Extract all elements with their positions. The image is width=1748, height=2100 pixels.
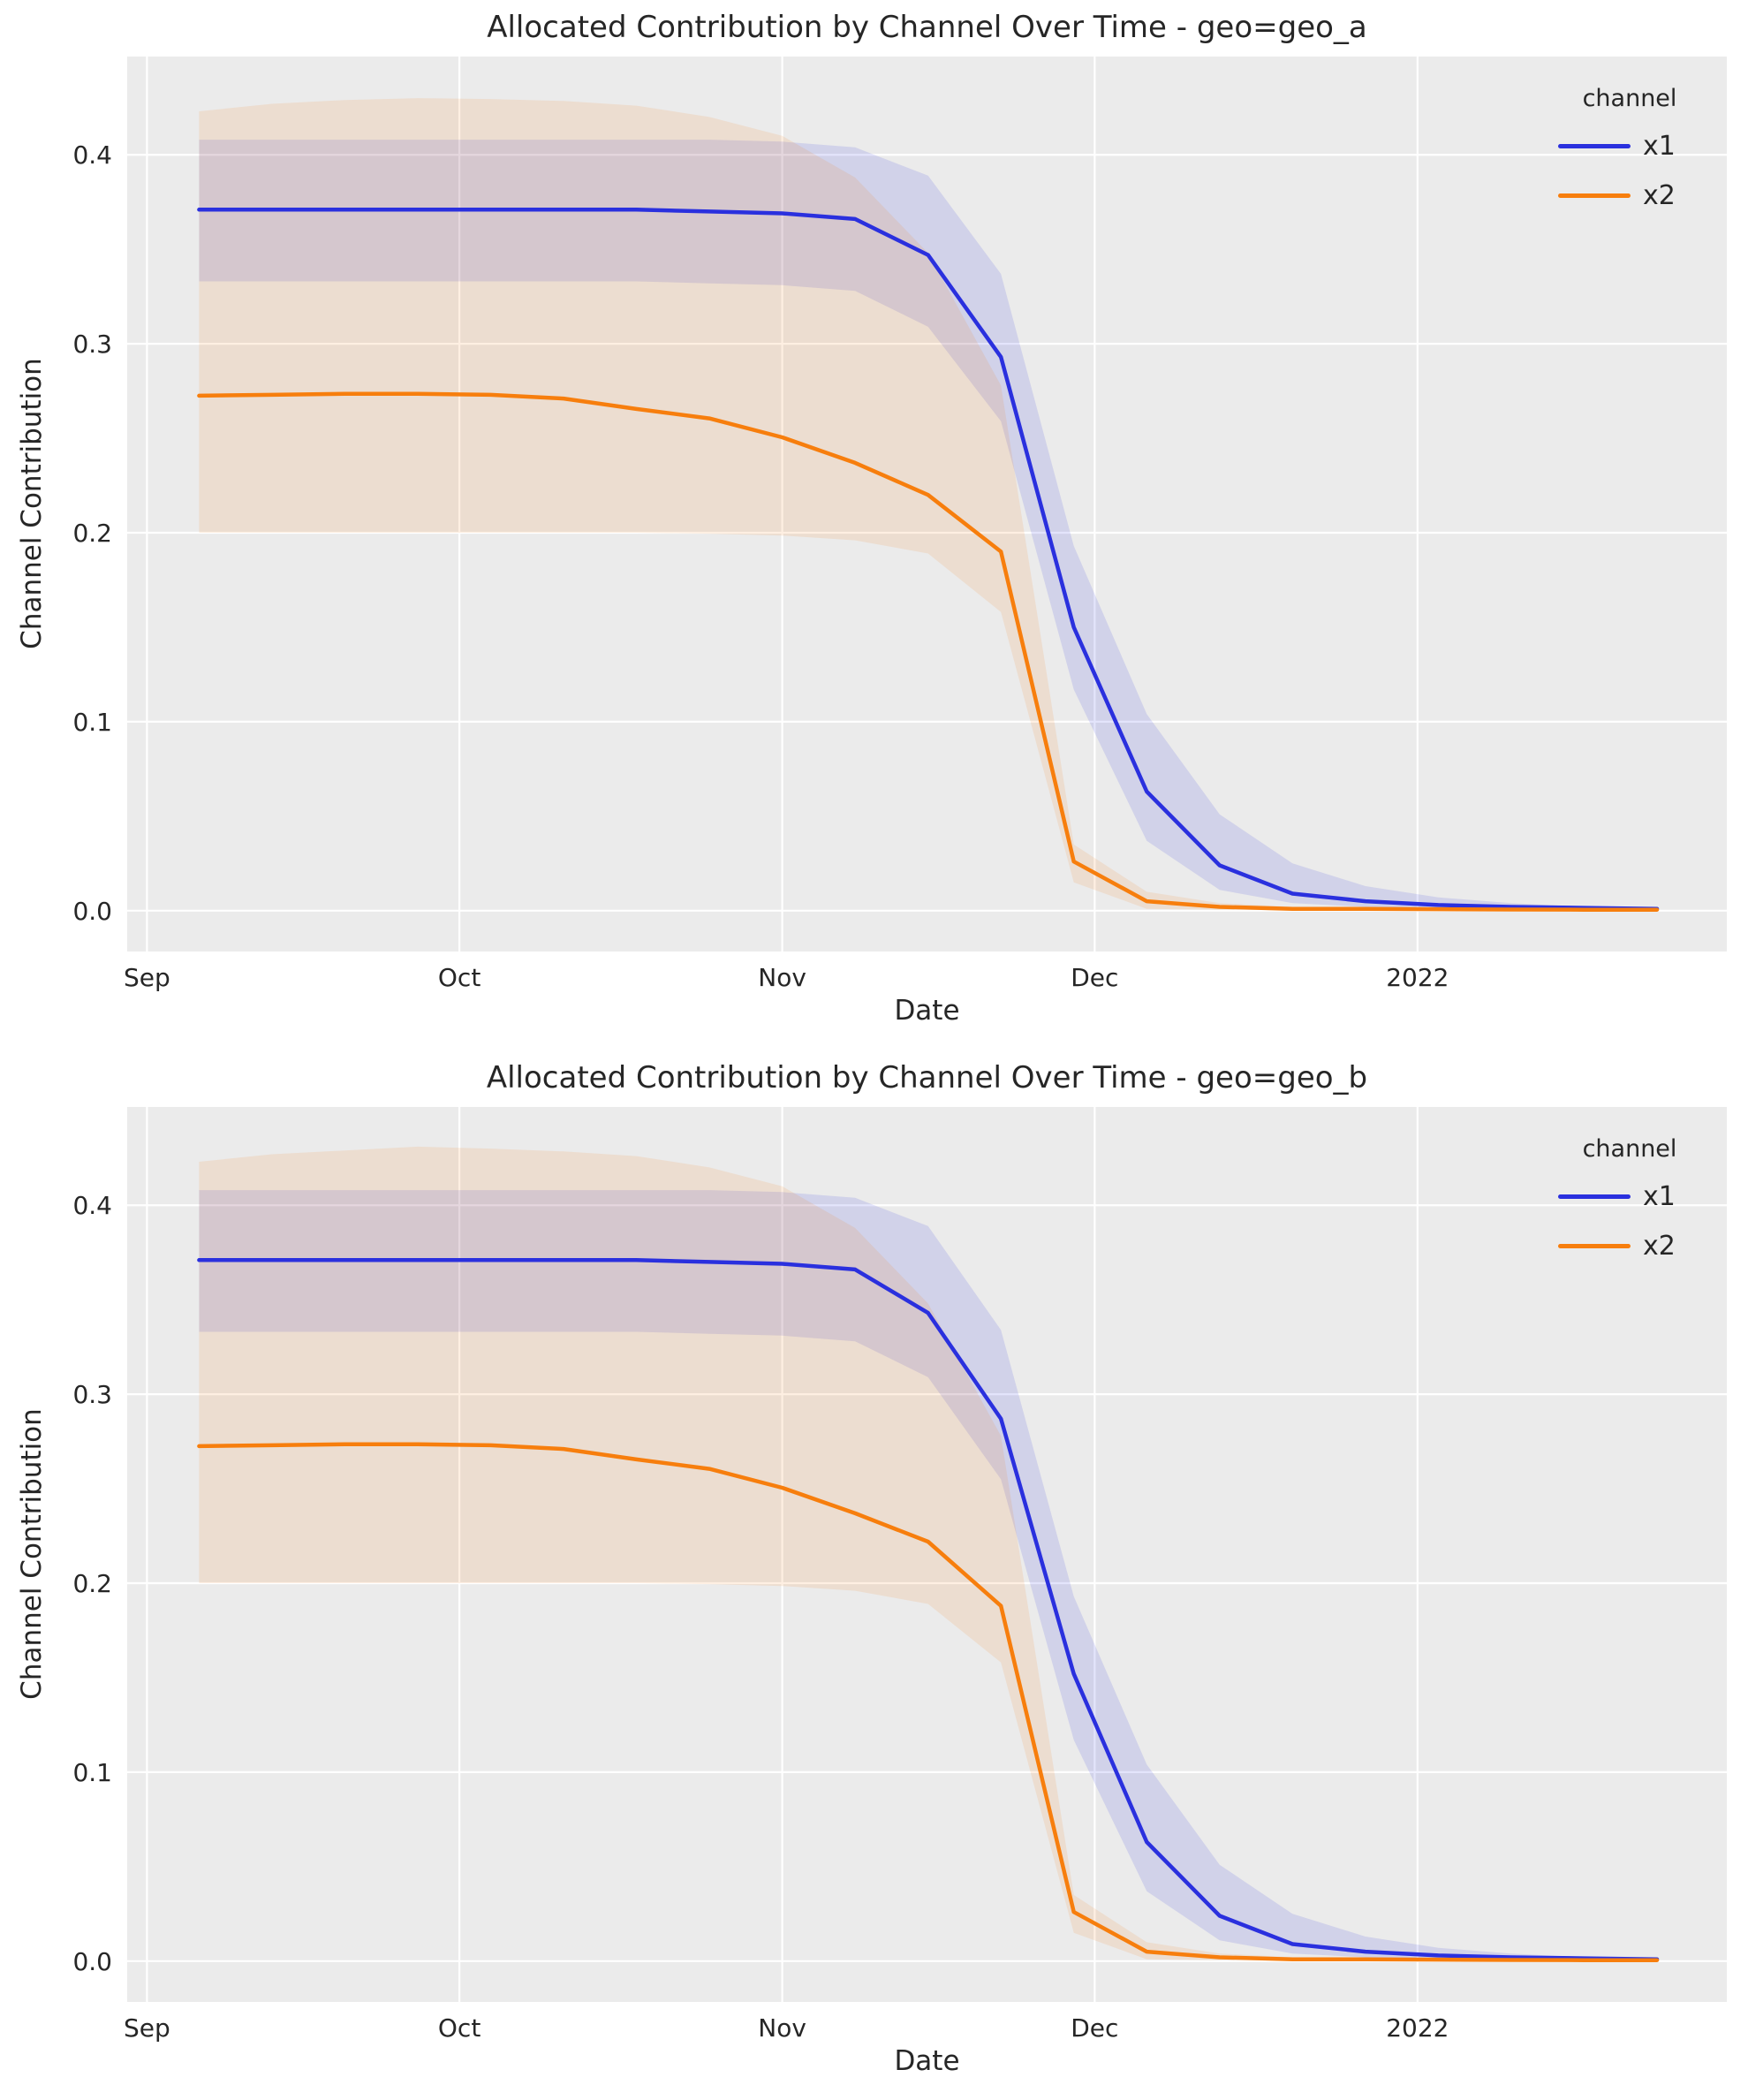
plot-background — [127, 57, 1727, 951]
x-tick-label: Nov — [758, 963, 806, 992]
series-line-x1 — [197, 208, 1660, 911]
legend-label-x2: x2 — [1643, 1230, 1676, 1262]
legend: channel x1 x2 — [1537, 1135, 1722, 1270]
y-tick-label: 0.4 — [72, 140, 112, 170]
y-tick-label: 0.1 — [72, 1758, 112, 1787]
legend: channel x1 x2 — [1537, 85, 1722, 220]
confidence-band-x1 — [199, 140, 1657, 910]
x2-line-swatch — [1558, 193, 1631, 198]
x-tick-label: Dec — [1071, 963, 1118, 992]
x-tick-label: Oct — [438, 963, 481, 992]
y-tick-label: 0.0 — [72, 897, 112, 926]
legend-label-x1: x1 — [1643, 1180, 1676, 1212]
legend-item-x2: x2 — [1537, 1221, 1722, 1270]
series-line-x2 — [197, 1442, 1660, 1962]
y-axis-label: Channel Contribution — [16, 358, 48, 649]
legend-item-x2: x2 — [1537, 171, 1722, 220]
y-tick-label: 0.0 — [72, 1947, 112, 1976]
y-axis-label: Channel Contribution — [16, 1408, 48, 1700]
legend-item-x1: x1 — [1537, 1171, 1722, 1221]
plot-background — [127, 1107, 1727, 2002]
legend-item-x1: x1 — [1537, 121, 1722, 171]
chart-canvas-geo-b: 0.0 0.1 0.2 0.3 0.4 Sep Oct Nov Dec 2022 — [72, 1107, 1727, 2043]
x-axis-label: Date — [894, 2045, 960, 2077]
y-tick-label: 0.2 — [72, 1569, 112, 1598]
y-tick-label: 0.1 — [72, 708, 112, 737]
subplot-geo-b: 0.0 0.1 0.2 0.3 0.4 Sep Oct Nov Dec 2022 Allocate… — [0, 1050, 1748, 2100]
x-tick-label: Dec — [1071, 2013, 1118, 2043]
x1-line-swatch — [1558, 1194, 1631, 1199]
x-tick-label: Nov — [758, 2013, 806, 2043]
legend-title: channel — [1582, 1135, 1677, 1163]
legend-label-x1: x1 — [1643, 130, 1676, 162]
confidence-band-x2 — [199, 98, 1657, 911]
series-line-x2 — [197, 391, 1660, 912]
x-tick-label: Sep — [124, 2013, 170, 2043]
x-tick-label: Sep — [124, 963, 170, 992]
x-tick-label: 2022 — [1386, 963, 1449, 992]
x-tick-label: Oct — [438, 2013, 481, 2043]
subplot-geo-a: 0.0 0.1 0.2 0.3 0.4 Sep Oct Nov Dec 2022 Allocate… — [16, 10, 1727, 1027]
y-tick-label: 0.2 — [72, 519, 112, 548]
x-axis-label: Date — [894, 995, 960, 1027]
chart-title: Allocated Contribution by Channel Over T… — [486, 1060, 1368, 1095]
x2-line-swatch — [1558, 1243, 1631, 1248]
chart-canvas-geo-a: 0.0 0.1 0.2 0.3 0.4 Sep Oct Nov Dec 2022 — [72, 57, 1727, 992]
confidence-band-x2 — [199, 1146, 1657, 1961]
x1-line-swatch — [1558, 143, 1631, 148]
y-tick-label: 0.3 — [72, 1380, 112, 1409]
y-tick-label: 0.3 — [72, 330, 112, 359]
y-tick-label: 0.4 — [72, 1191, 112, 1220]
legend-title: channel — [1582, 85, 1677, 112]
confidence-band-x1 — [199, 1190, 1657, 1960]
chart-title: Allocated Contribution by Channel Over T… — [487, 10, 1367, 45]
x-tick-label: 2022 — [1386, 2013, 1449, 2043]
series-line-x1 — [197, 1258, 1660, 1961]
legend-label-x2: x2 — [1643, 179, 1676, 211]
